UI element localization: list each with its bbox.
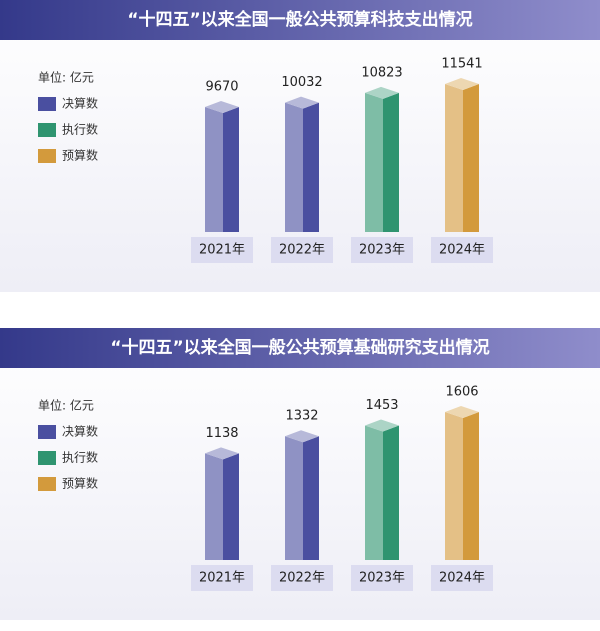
- legend-label: 预算数: [62, 148, 98, 163]
- x-tick-label: 2023年: [359, 243, 405, 258]
- category-box: [351, 565, 413, 591]
- unit-label: 单位: 亿元: [38, 398, 94, 413]
- bar: [365, 92, 383, 232]
- bar-side: [463, 412, 479, 560]
- title-banner: [0, 328, 600, 368]
- bar-top: [285, 430, 319, 443]
- legend-label: 预算数: [62, 476, 98, 491]
- bar-top: [365, 86, 399, 99]
- legend-swatch: [38, 451, 56, 465]
- legend-swatch: [38, 425, 56, 439]
- bar-top: [285, 96, 319, 109]
- x-tick-label: 2022年: [279, 243, 325, 258]
- bar-side: [383, 92, 399, 232]
- value-label: 1332: [285, 409, 318, 424]
- legend-label: 执行数: [62, 450, 98, 465]
- value-label: 1138: [205, 426, 238, 441]
- bar-top: [365, 419, 399, 432]
- bar: [205, 107, 223, 232]
- value-label: 10823: [361, 65, 402, 80]
- legend-label: 决算数: [62, 424, 98, 439]
- value-label: 11541: [441, 57, 482, 72]
- legend-label: 执行数: [62, 122, 98, 137]
- bar: [205, 453, 223, 560]
- x-tick-label: 2022年: [279, 571, 325, 586]
- value-label: 1606: [445, 385, 478, 400]
- value-label: 10032: [281, 75, 322, 90]
- bar-side: [223, 453, 239, 560]
- legend-swatch: [38, 149, 56, 163]
- x-tick-label: 2023年: [359, 571, 405, 586]
- bar-top: [205, 447, 239, 460]
- legend-swatch: [38, 123, 56, 137]
- category-box: [191, 237, 253, 263]
- value-label: 9670: [205, 80, 238, 95]
- x-tick-label: 2021年: [199, 571, 245, 586]
- bar: [445, 412, 463, 560]
- bar-side: [223, 107, 239, 232]
- legend-label: 决算数: [62, 96, 98, 111]
- bar-top: [445, 406, 479, 418]
- chart-title: “十四五”以来全国一般公共预算科技支出情况: [127, 9, 472, 30]
- bar: [445, 84, 463, 232]
- category-box: [191, 565, 253, 591]
- category-box: [351, 237, 413, 263]
- bar-side: [383, 425, 399, 560]
- x-tick-label: 2024年: [439, 243, 485, 258]
- bar-side: [463, 84, 479, 232]
- bar: [365, 425, 383, 560]
- bar-top: [445, 78, 479, 90]
- bar: [285, 102, 303, 232]
- category-box: [431, 237, 493, 263]
- category-box: [271, 565, 333, 591]
- value-label: 1453: [365, 398, 398, 413]
- legend-swatch: [38, 477, 56, 491]
- bar: [285, 436, 303, 560]
- chart-title: “十四五”以来全国一般公共预算基础研究支出情况: [110, 337, 489, 358]
- category-box: [271, 237, 333, 263]
- bar-side: [303, 102, 319, 232]
- title-banner: [0, 0, 600, 40]
- bar-side: [303, 436, 319, 560]
- x-tick-label: 2024年: [439, 571, 485, 586]
- bar-top: [205, 101, 239, 114]
- legend-swatch: [38, 97, 56, 111]
- x-tick-label: 2021年: [199, 243, 245, 258]
- category-box: [431, 565, 493, 591]
- unit-label: 单位: 亿元: [38, 70, 94, 85]
